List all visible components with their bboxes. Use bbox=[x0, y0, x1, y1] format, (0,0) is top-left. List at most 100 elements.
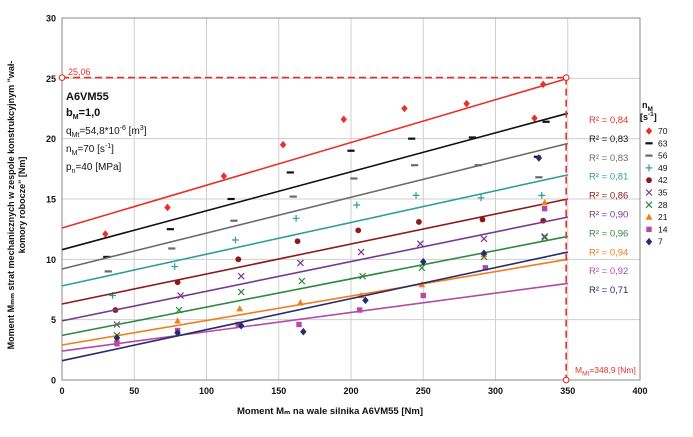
data-point-56 bbox=[104, 270, 112, 273]
series-21 bbox=[61, 199, 568, 346]
info-box: A6VM55 bM=1,0 qMt=54,8*10-6 [m3] nM=70 [… bbox=[66, 91, 147, 175]
trend-line-56 bbox=[61, 142, 568, 270]
r2-label-56: R² = 0,83 bbox=[589, 153, 628, 164]
x-tick-label: 150 bbox=[271, 386, 286, 396]
data-point-21 bbox=[174, 317, 181, 324]
data-point-42 bbox=[235, 256, 242, 263]
data-point-56 bbox=[289, 195, 297, 198]
data-point-21 bbox=[541, 199, 549, 206]
info-p: pn=40 [MPa] bbox=[66, 162, 122, 175]
x-tick-label: 50 bbox=[129, 386, 139, 396]
series-49 bbox=[61, 174, 568, 299]
data-point-14 bbox=[541, 205, 548, 212]
y-axis-title-line2: komory robocze" [Nm] bbox=[17, 157, 27, 254]
data-point-28 bbox=[298, 277, 306, 285]
trend-line-14 bbox=[61, 282, 568, 352]
data-point-49 bbox=[232, 236, 239, 244]
data-point-35 bbox=[177, 292, 184, 299]
data-point-28 bbox=[418, 264, 426, 272]
trend-line-70 bbox=[61, 77, 568, 229]
data-point-7 bbox=[535, 154, 543, 162]
series-56 bbox=[61, 142, 568, 273]
series-35 bbox=[61, 216, 568, 328]
data-point-63 bbox=[347, 149, 355, 152]
r2-label-28: R² = 0,96 bbox=[589, 228, 628, 239]
x-tick-label: 400 bbox=[632, 386, 647, 396]
legend-label-70: 70 bbox=[658, 126, 668, 136]
data-point-35 bbox=[357, 248, 365, 256]
legend-label-14: 14 bbox=[658, 224, 668, 234]
data-point-63 bbox=[227, 197, 235, 201]
data-point-14 bbox=[482, 265, 489, 271]
trend-line-63 bbox=[61, 112, 568, 251]
y-axis-title: Moment Mₘₘ strat mechanicznych w zespole… bbox=[6, 61, 27, 350]
info-n: nM=70 [s-1] bbox=[66, 143, 114, 157]
r2-label-21: R² = 0,94 bbox=[589, 247, 628, 258]
data-point-63 bbox=[166, 228, 174, 231]
info-bm: bM=1,0 bbox=[66, 107, 100, 121]
data-point-70 bbox=[164, 203, 171, 212]
data-point-70 bbox=[463, 99, 470, 108]
data-point-49 bbox=[538, 191, 546, 199]
legend-marker-21 bbox=[645, 213, 653, 220]
data-point-49 bbox=[412, 191, 420, 199]
legend-item-35: 35 bbox=[645, 188, 668, 198]
r2-label-49: R² = 0,81 bbox=[589, 172, 628, 183]
data-point-63 bbox=[468, 136, 476, 139]
legend-label-21: 21 bbox=[658, 212, 668, 222]
info-q: qMt=54,8*10-6 [m3] bbox=[66, 125, 147, 139]
series-layer bbox=[61, 77, 568, 362]
x-tick-label: 200 bbox=[343, 386, 358, 396]
data-point-63 bbox=[103, 255, 111, 259]
legend-item-42: 42 bbox=[646, 175, 668, 185]
info-motor: A6VM55 bbox=[66, 91, 109, 103]
data-point-56 bbox=[168, 247, 176, 250]
ref-point bbox=[562, 74, 570, 81]
trend-line-35 bbox=[61, 216, 568, 322]
y-tick-label: 0 bbox=[51, 376, 56, 386]
data-point-56 bbox=[535, 176, 543, 179]
data-point-49 bbox=[171, 263, 179, 270]
data-point-21 bbox=[297, 299, 304, 306]
legend-marker-70 bbox=[645, 127, 653, 135]
data-point-14 bbox=[356, 307, 363, 313]
data-point-28 bbox=[541, 234, 549, 242]
data-point-35 bbox=[297, 259, 304, 267]
data-point-7 bbox=[420, 257, 427, 266]
series-42 bbox=[61, 198, 568, 313]
data-point-7 bbox=[480, 249, 488, 258]
legend-marker-49 bbox=[645, 164, 653, 172]
data-point-70 bbox=[220, 172, 228, 180]
trend-line-7 bbox=[61, 251, 568, 362]
x-tick-label: 350 bbox=[560, 386, 575, 396]
legend-label-7: 7 bbox=[658, 237, 663, 247]
legend-label-28: 28 bbox=[658, 200, 668, 210]
legend-items: 70 63 56 49 42 35 28 21 14 7 bbox=[645, 126, 668, 247]
trend-line-49 bbox=[61, 174, 568, 287]
reference-layer bbox=[58, 74, 570, 384]
data-point-70 bbox=[401, 104, 408, 113]
legend-label-42: 42 bbox=[658, 175, 668, 185]
data-point-14 bbox=[296, 321, 302, 328]
data-point-49 bbox=[292, 214, 300, 222]
data-point-49 bbox=[477, 194, 485, 202]
axis-layer: 0 50 100 150 200 250 300 350 400 0 5 10 15 20 25 30 bbox=[46, 14, 648, 397]
data-point-7 bbox=[300, 327, 307, 336]
trend-line-42 bbox=[61, 198, 568, 305]
data-point-14 bbox=[114, 341, 120, 347]
data-point-14 bbox=[235, 321, 241, 328]
y-tick-label: 20 bbox=[46, 134, 56, 144]
data-point-7 bbox=[174, 329, 181, 337]
grid-layer bbox=[61, 17, 641, 381]
y-tick-label: 10 bbox=[46, 255, 56, 265]
y-tick-label: 30 bbox=[46, 14, 56, 24]
data-point-70 bbox=[539, 80, 547, 89]
data-point-70 bbox=[340, 115, 347, 124]
r2-label-63: R² = 0,83 bbox=[589, 134, 628, 145]
series-14 bbox=[61, 205, 568, 352]
data-point-63 bbox=[286, 171, 294, 174]
legend-item-49: 49 bbox=[645, 163, 668, 173]
legend-marker-35 bbox=[645, 189, 653, 196]
